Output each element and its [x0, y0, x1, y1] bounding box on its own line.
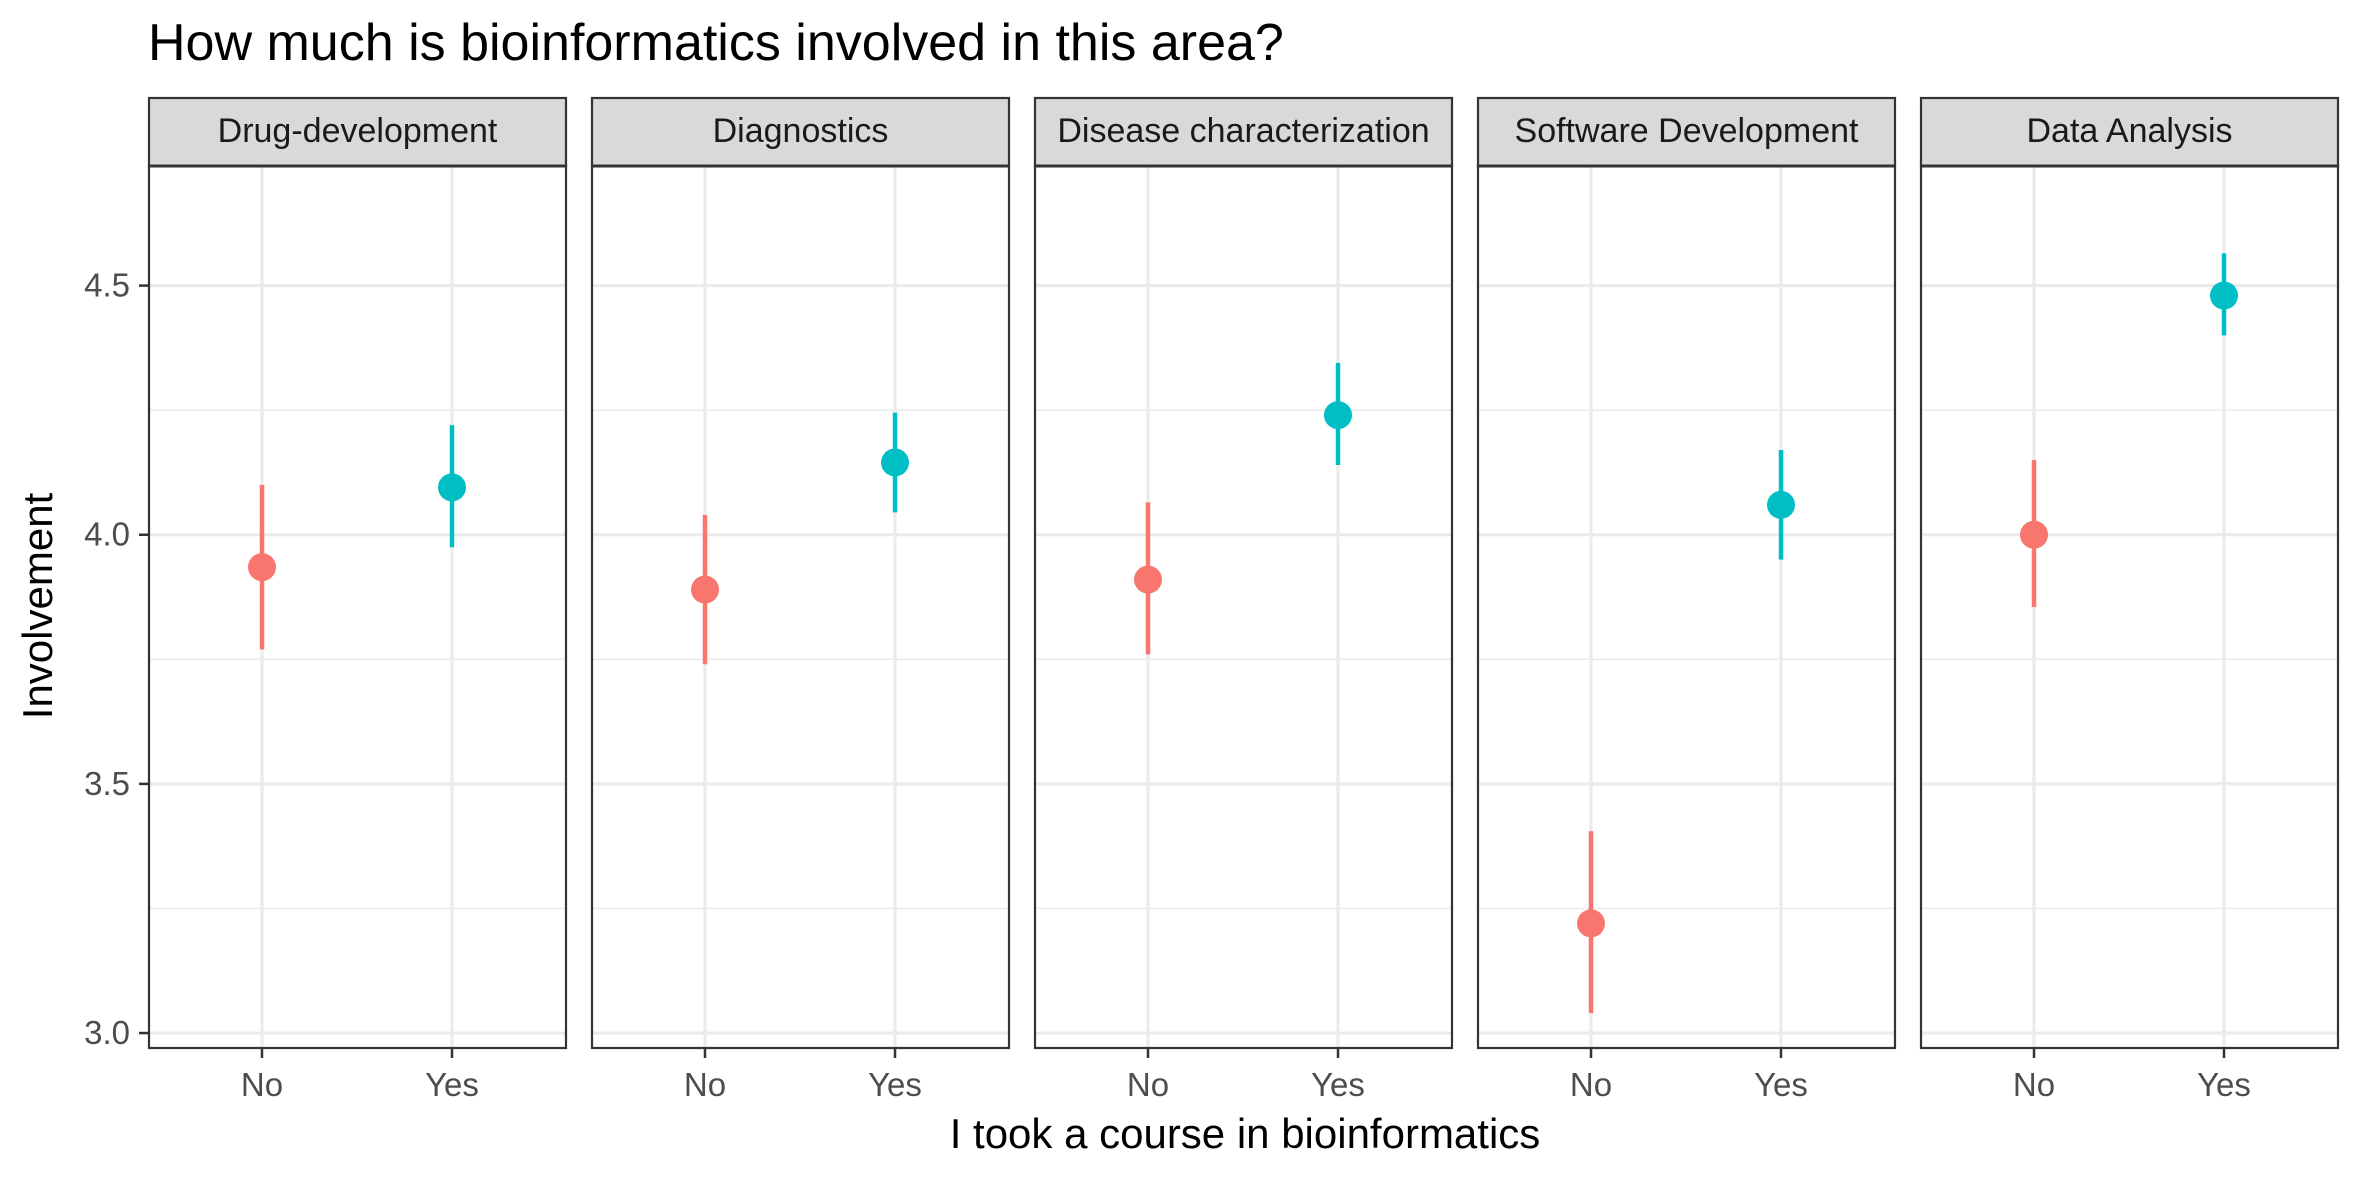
x-tick-label-yes: Yes	[2197, 1066, 2251, 1103]
data-point-no	[2020, 520, 2048, 549]
x-tick-label-yes: Yes	[425, 1066, 479, 1103]
data-point-yes	[881, 448, 909, 477]
facet-strip-label: Drug-development	[218, 112, 498, 150]
y-tick-label: 3.0	[84, 1014, 130, 1051]
facet-panel-diagnostics: Diagnostics No Yes	[590, 96, 1011, 1103]
panel-background	[1035, 166, 1452, 1048]
x-tick-label-no: No	[1570, 1066, 1612, 1103]
x-tick-label-yes: Yes	[1311, 1066, 1365, 1103]
chart-title: How much is bioinformatics involved in t…	[148, 14, 1284, 72]
panel-background	[592, 166, 1009, 1048]
panel-background	[1921, 166, 2338, 1048]
y-tick-label: 4.5	[84, 267, 130, 304]
data-point-no	[1577, 909, 1605, 938]
y-axis: 3.0 3.5 4.0 4.5	[84, 267, 149, 1051]
panel-background	[1478, 166, 1895, 1048]
facet-strip	[590, 96, 1011, 168]
facet-strip-label: Data Analysis	[2027, 112, 2233, 150]
facet-panel-drug-development: Drug-development No Yes	[147, 96, 568, 1103]
data-point-yes	[1324, 401, 1352, 430]
facet-panel-disease-characterization: Disease characterization No Yes	[1033, 96, 1454, 1103]
x-tick-label-no: No	[2013, 1066, 2055, 1103]
data-point-no	[691, 575, 719, 604]
x-tick-label-yes: Yes	[1754, 1066, 1808, 1103]
data-point-yes	[2210, 281, 2238, 310]
x-axis-title: I took a course in bioinformatics	[950, 1110, 1541, 1157]
y-tick-label: 4.0	[84, 516, 130, 553]
y-axis-title: Involvement	[14, 492, 61, 719]
facet-panel-data-analysis: Data Analysis No Yes	[1919, 96, 2340, 1103]
data-point-yes	[438, 473, 466, 502]
facet-strip	[1033, 96, 1454, 168]
data-point-yes	[1767, 490, 1795, 519]
data-point-no	[248, 553, 276, 582]
x-tick-label-no: No	[241, 1066, 283, 1103]
x-tick-label-no: No	[1127, 1066, 1169, 1103]
x-tick-label-no: No	[684, 1066, 726, 1103]
facet-strip-label: Diagnostics	[713, 112, 889, 150]
facet-strip	[1476, 96, 1897, 168]
facet-strip-label: Disease characterization	[1057, 112, 1429, 150]
facet-panel-software-development: Software Development No Yes	[1476, 96, 1897, 1103]
y-tick-label: 3.5	[84, 765, 130, 802]
data-point-no	[1134, 565, 1162, 594]
x-tick-label-yes: Yes	[868, 1066, 922, 1103]
facet-strip	[1919, 96, 2340, 168]
panel-background	[149, 166, 566, 1048]
facet-strip-label: Software Development	[1515, 112, 1860, 150]
